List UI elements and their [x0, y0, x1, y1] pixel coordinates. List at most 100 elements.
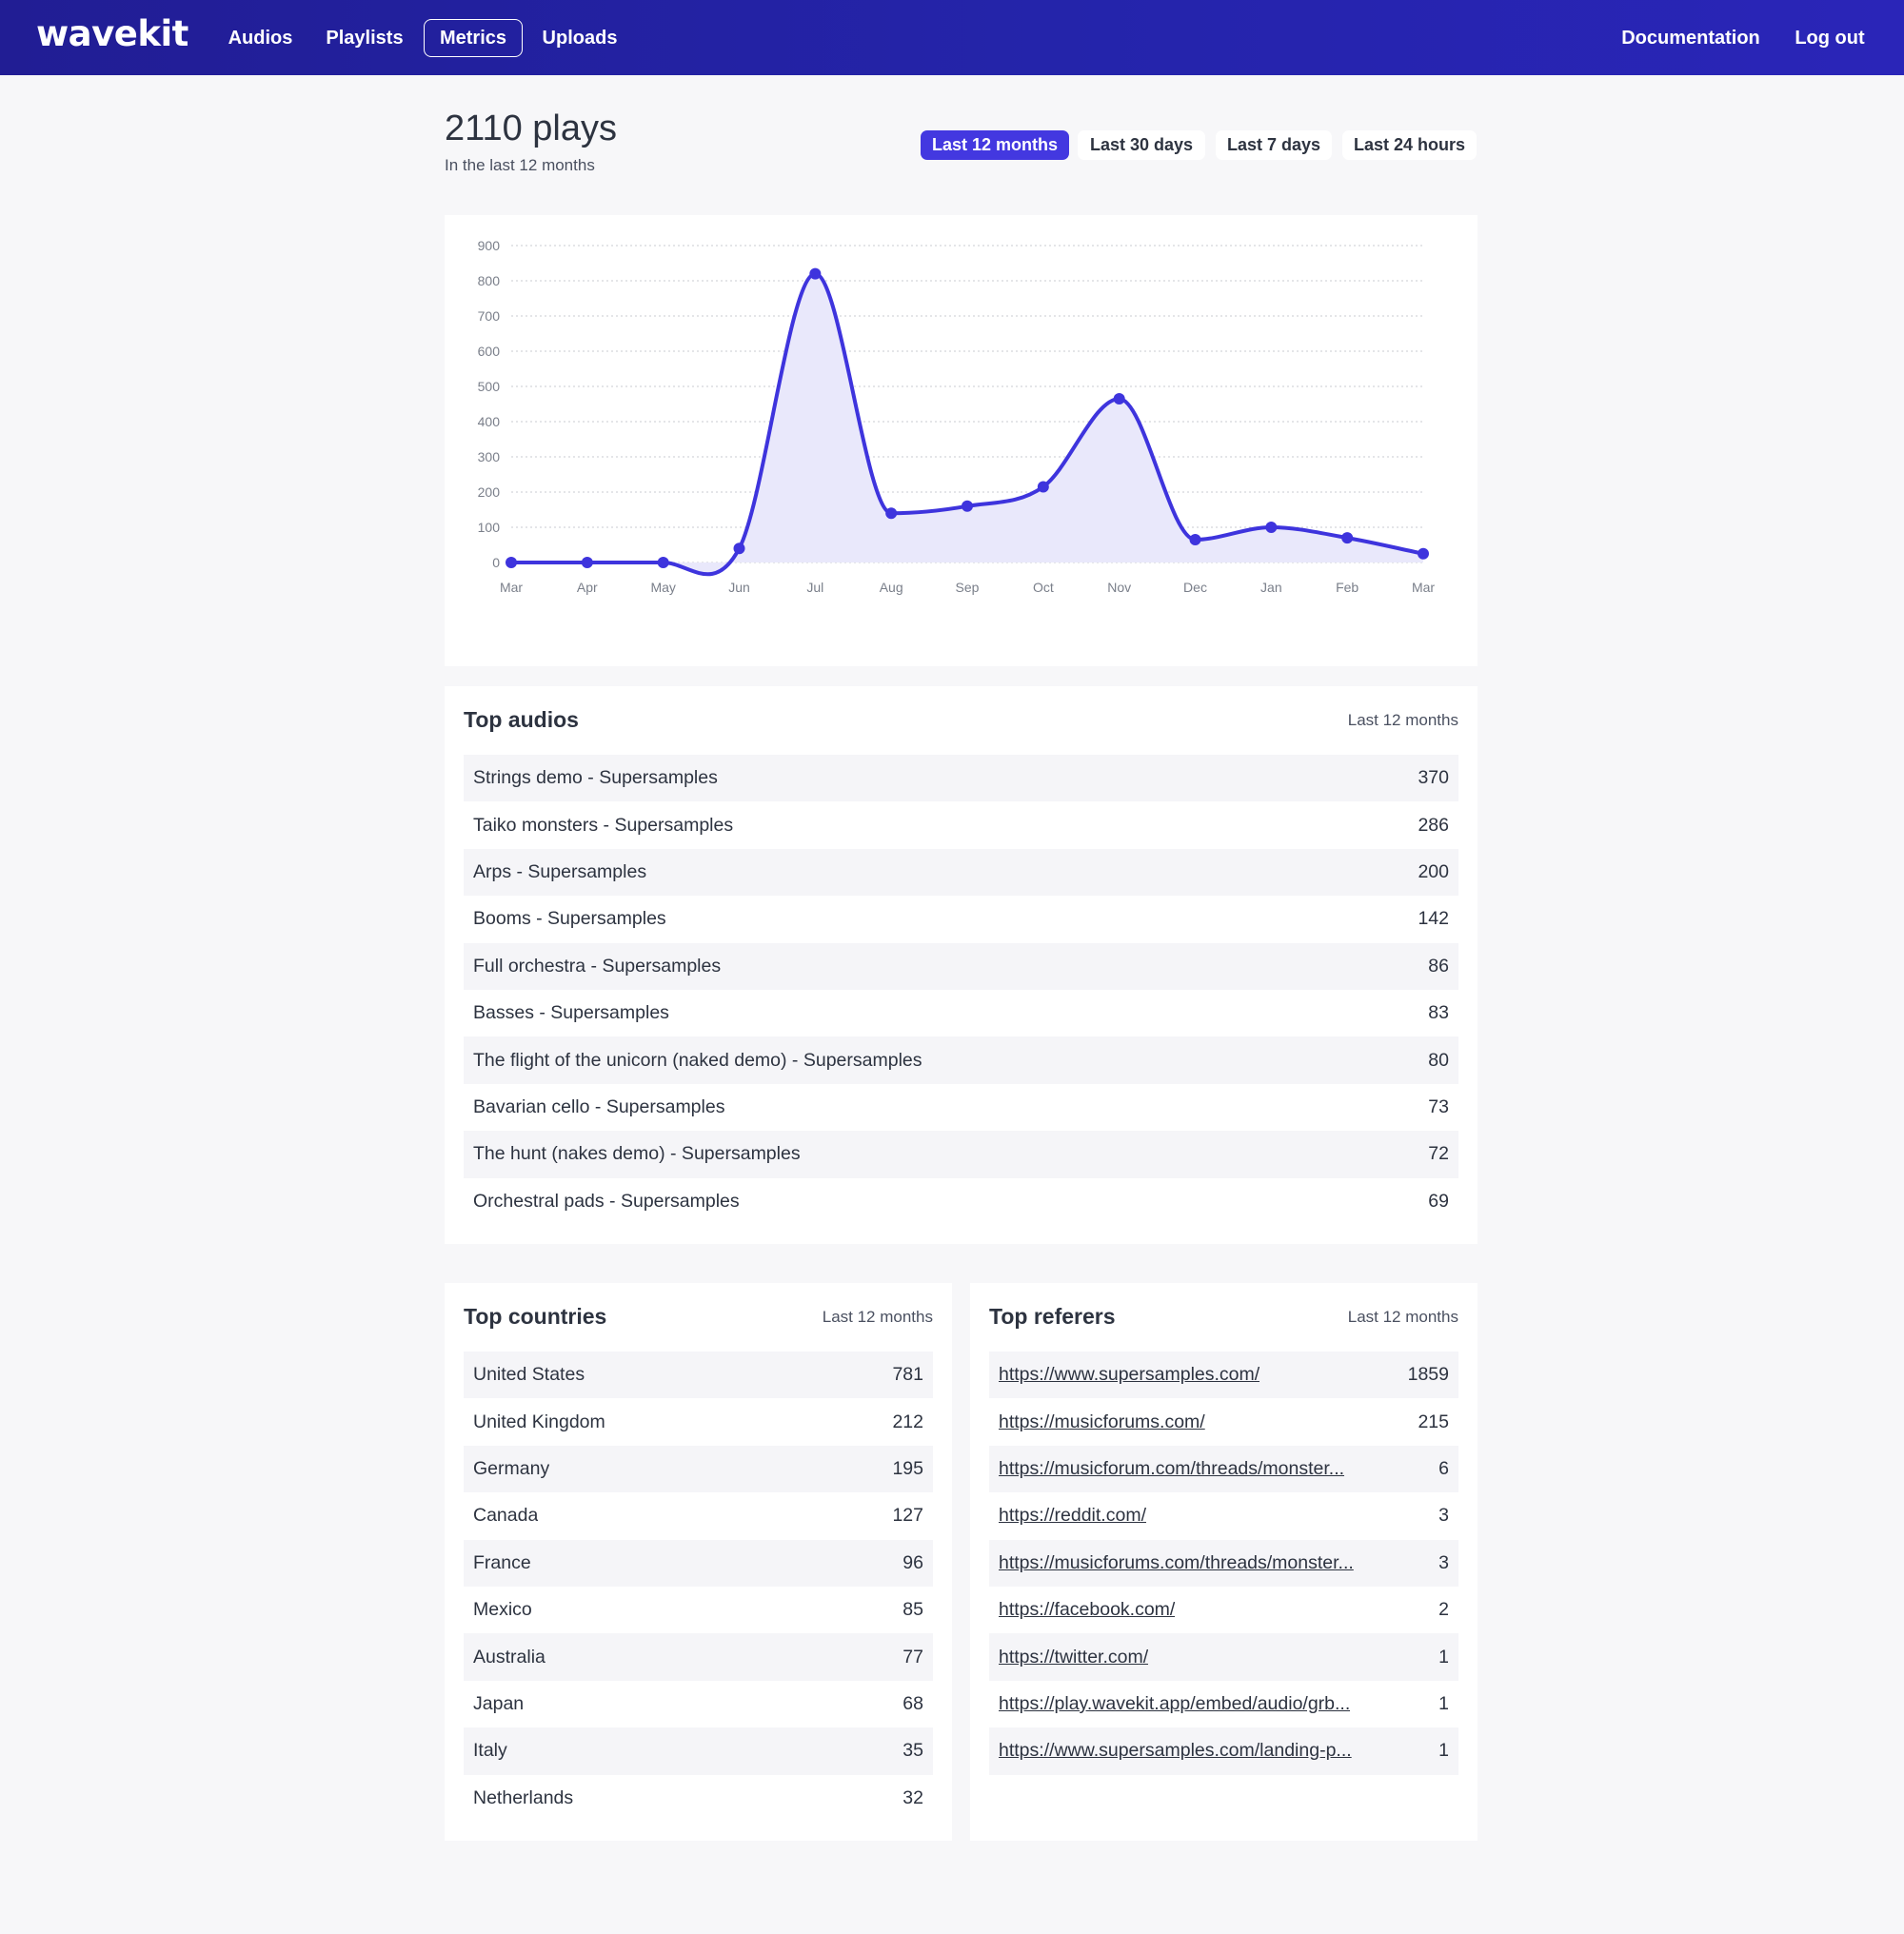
top-referers-list: https://www.supersamples.com/1859 https:/… — [989, 1352, 1458, 1775]
x-tick-label: Mar — [500, 580, 523, 595]
audio-row-count: 200 — [1418, 860, 1449, 882]
audio-row: The hunt (nakes demo) - Supersamples 72 — [464, 1131, 1458, 1178]
audio-row: Orchestral pads - Supersamples 69 — [464, 1178, 1458, 1225]
x-tick-label: Nov — [1107, 580, 1131, 595]
referer-row: https://www.supersamples.com/landing-p..… — [989, 1727, 1458, 1775]
range-button-last-7-days[interactable]: Last 7 days — [1216, 130, 1332, 160]
plays-total-title: 2110 plays — [445, 109, 617, 148]
nav-link-playlists[interactable]: Playlists — [326, 27, 404, 49]
nav-link-log-out[interactable]: Log out — [1795, 27, 1865, 49]
y-tick-label: 500 — [478, 379, 501, 394]
referer-row-count: 1 — [1438, 1692, 1449, 1714]
country-row-name: France — [473, 1551, 531, 1573]
referer-row: https://musicforums.com/threads/monster.… — [989, 1539, 1458, 1587]
referer-row-count: 3 — [1438, 1505, 1449, 1527]
audio-row-name: Booms - Supersamples — [473, 908, 666, 930]
referer-link[interactable]: https://musicforums.com/ — [999, 1411, 1205, 1432]
audio-row-name: The flight of the unicorn (naked demo) -… — [473, 1049, 922, 1071]
country-row-count: 32 — [902, 1786, 923, 1808]
y-tick-label: 900 — [478, 238, 501, 253]
audio-row: Strings demo - Supersamples 370 — [464, 755, 1458, 802]
data-point — [733, 543, 745, 555]
referer-row: https://play.wavekit.app/embed/audio/grb… — [989, 1681, 1458, 1727]
data-point — [1418, 547, 1429, 560]
referer-row-count: 6 — [1438, 1457, 1449, 1479]
audio-row: The flight of the unicorn (naked demo) -… — [464, 1036, 1458, 1084]
referer-link[interactable]: https://reddit.com/ — [999, 1505, 1146, 1527]
country-row-name: Canada — [473, 1505, 539, 1527]
referer-link[interactable]: https://play.wavekit.app/embed/audio/grb… — [999, 1692, 1351, 1714]
x-tick-label: Jul — [806, 580, 823, 595]
country-row: Australia 77 — [464, 1633, 933, 1681]
referer-link[interactable]: https://facebook.com/ — [999, 1599, 1176, 1621]
data-point — [1341, 532, 1354, 544]
referer-link[interactable]: https://musicforums.com/threads/monster.… — [999, 1551, 1354, 1573]
referer-link[interactable]: https://www.supersamples.com/ — [999, 1364, 1260, 1386]
country-row-count: 127 — [892, 1505, 923, 1527]
audio-row-name: Full orchestra - Supersamples — [473, 955, 722, 977]
country-row-name: Australia — [473, 1646, 545, 1668]
y-tick-label: 100 — [478, 520, 501, 535]
range-button-last-12-months[interactable]: Last 12 months — [921, 130, 1069, 160]
data-point — [962, 500, 973, 512]
country-row: United Kingdom 212 — [464, 1398, 933, 1445]
wavekit-logo[interactable]: wavekit — [36, 13, 188, 54]
audio-row-name: Arps - Supersamples — [473, 860, 647, 882]
referer-row-count: 1 — [1438, 1646, 1449, 1668]
country-row-name: Mexico — [473, 1599, 532, 1621]
audio-row-count: 73 — [1428, 1095, 1449, 1117]
plays-area-chart: 0 100 200 300 400 500 600 700 800 900 Mar Apr May Jun… — [478, 238, 1436, 595]
x-tick-label: Feb — [1336, 580, 1359, 595]
y-tick-label: 600 — [478, 344, 501, 359]
y-tick-label: 300 — [478, 449, 501, 464]
audio-row-name: Bavarian cello - Supersamples — [473, 1095, 725, 1117]
nav-link-audios[interactable]: Audios — [228, 27, 293, 49]
top-audios-list: Strings demo - Supersamples 370 Taiko mons… — [464, 755, 1458, 1225]
data-point — [506, 557, 517, 568]
data-point — [1113, 392, 1125, 405]
country-row-count: 195 — [892, 1457, 923, 1479]
country-row: Canada 127 — [464, 1492, 933, 1539]
audio-row: Bavarian cello - Supersamples 73 — [464, 1084, 1458, 1131]
audio-row-count: 72 — [1428, 1143, 1449, 1165]
range-button-last-30-days[interactable]: Last 30 days — [1078, 130, 1205, 160]
nav-link-metrics[interactable]: Metrics — [424, 19, 523, 57]
audio-row-count: 86 — [1428, 955, 1449, 977]
country-row-name: Italy — [473, 1740, 507, 1762]
y-tick-label: 700 — [478, 308, 501, 324]
country-row-count: 781 — [892, 1364, 923, 1386]
range-button-last-24-hours[interactable]: Last 24 hours — [1342, 130, 1477, 160]
country-row: United States 781 — [464, 1352, 933, 1399]
audio-row-count: 286 — [1418, 814, 1449, 836]
top-audios-title: Top audios — [464, 707, 579, 732]
audio-row-count: 69 — [1428, 1190, 1449, 1212]
audio-row-count: 142 — [1418, 908, 1449, 930]
data-point — [1265, 522, 1278, 533]
referer-row-count: 1859 — [1407, 1364, 1449, 1386]
nav-link-uploads[interactable]: Uploads — [542, 27, 618, 49]
country-row-count: 212 — [892, 1411, 923, 1432]
audio-row-count: 83 — [1428, 1002, 1449, 1024]
country-row-name: Japan — [473, 1692, 525, 1714]
referer-link[interactable]: https://www.supersamples.com/landing-p..… — [999, 1740, 1352, 1762]
y-tick-label: 200 — [478, 484, 501, 500]
referer-row-count: 215 — [1418, 1411, 1449, 1432]
y-tick-label: 400 — [478, 414, 501, 429]
country-row-count: 35 — [902, 1740, 923, 1762]
x-tick-label: Jun — [728, 580, 750, 595]
country-row: Germany 195 — [464, 1445, 933, 1493]
data-point — [657, 557, 669, 568]
country-row: France 96 — [464, 1539, 933, 1587]
nav-link-documentation[interactable]: Documentation — [1621, 27, 1760, 49]
referer-link[interactable]: https://twitter.com/ — [999, 1646, 1149, 1668]
data-point — [809, 267, 822, 280]
audio-row-count: 370 — [1418, 767, 1449, 789]
plays-total-subtitle: In the last 12 months — [445, 156, 595, 174]
x-tick-label: Sep — [956, 580, 980, 595]
country-row-name: Germany — [473, 1457, 550, 1479]
top-countries-list: United States 781 United Kingdom 212 Germany… — [464, 1352, 933, 1822]
country-row-count: 77 — [902, 1646, 923, 1668]
plays-series-line — [511, 271, 1424, 577]
top-countries-range: Last 12 months — [822, 1308, 933, 1326]
referer-link[interactable]: https://musicforum.com/threads/monster..… — [999, 1457, 1345, 1479]
